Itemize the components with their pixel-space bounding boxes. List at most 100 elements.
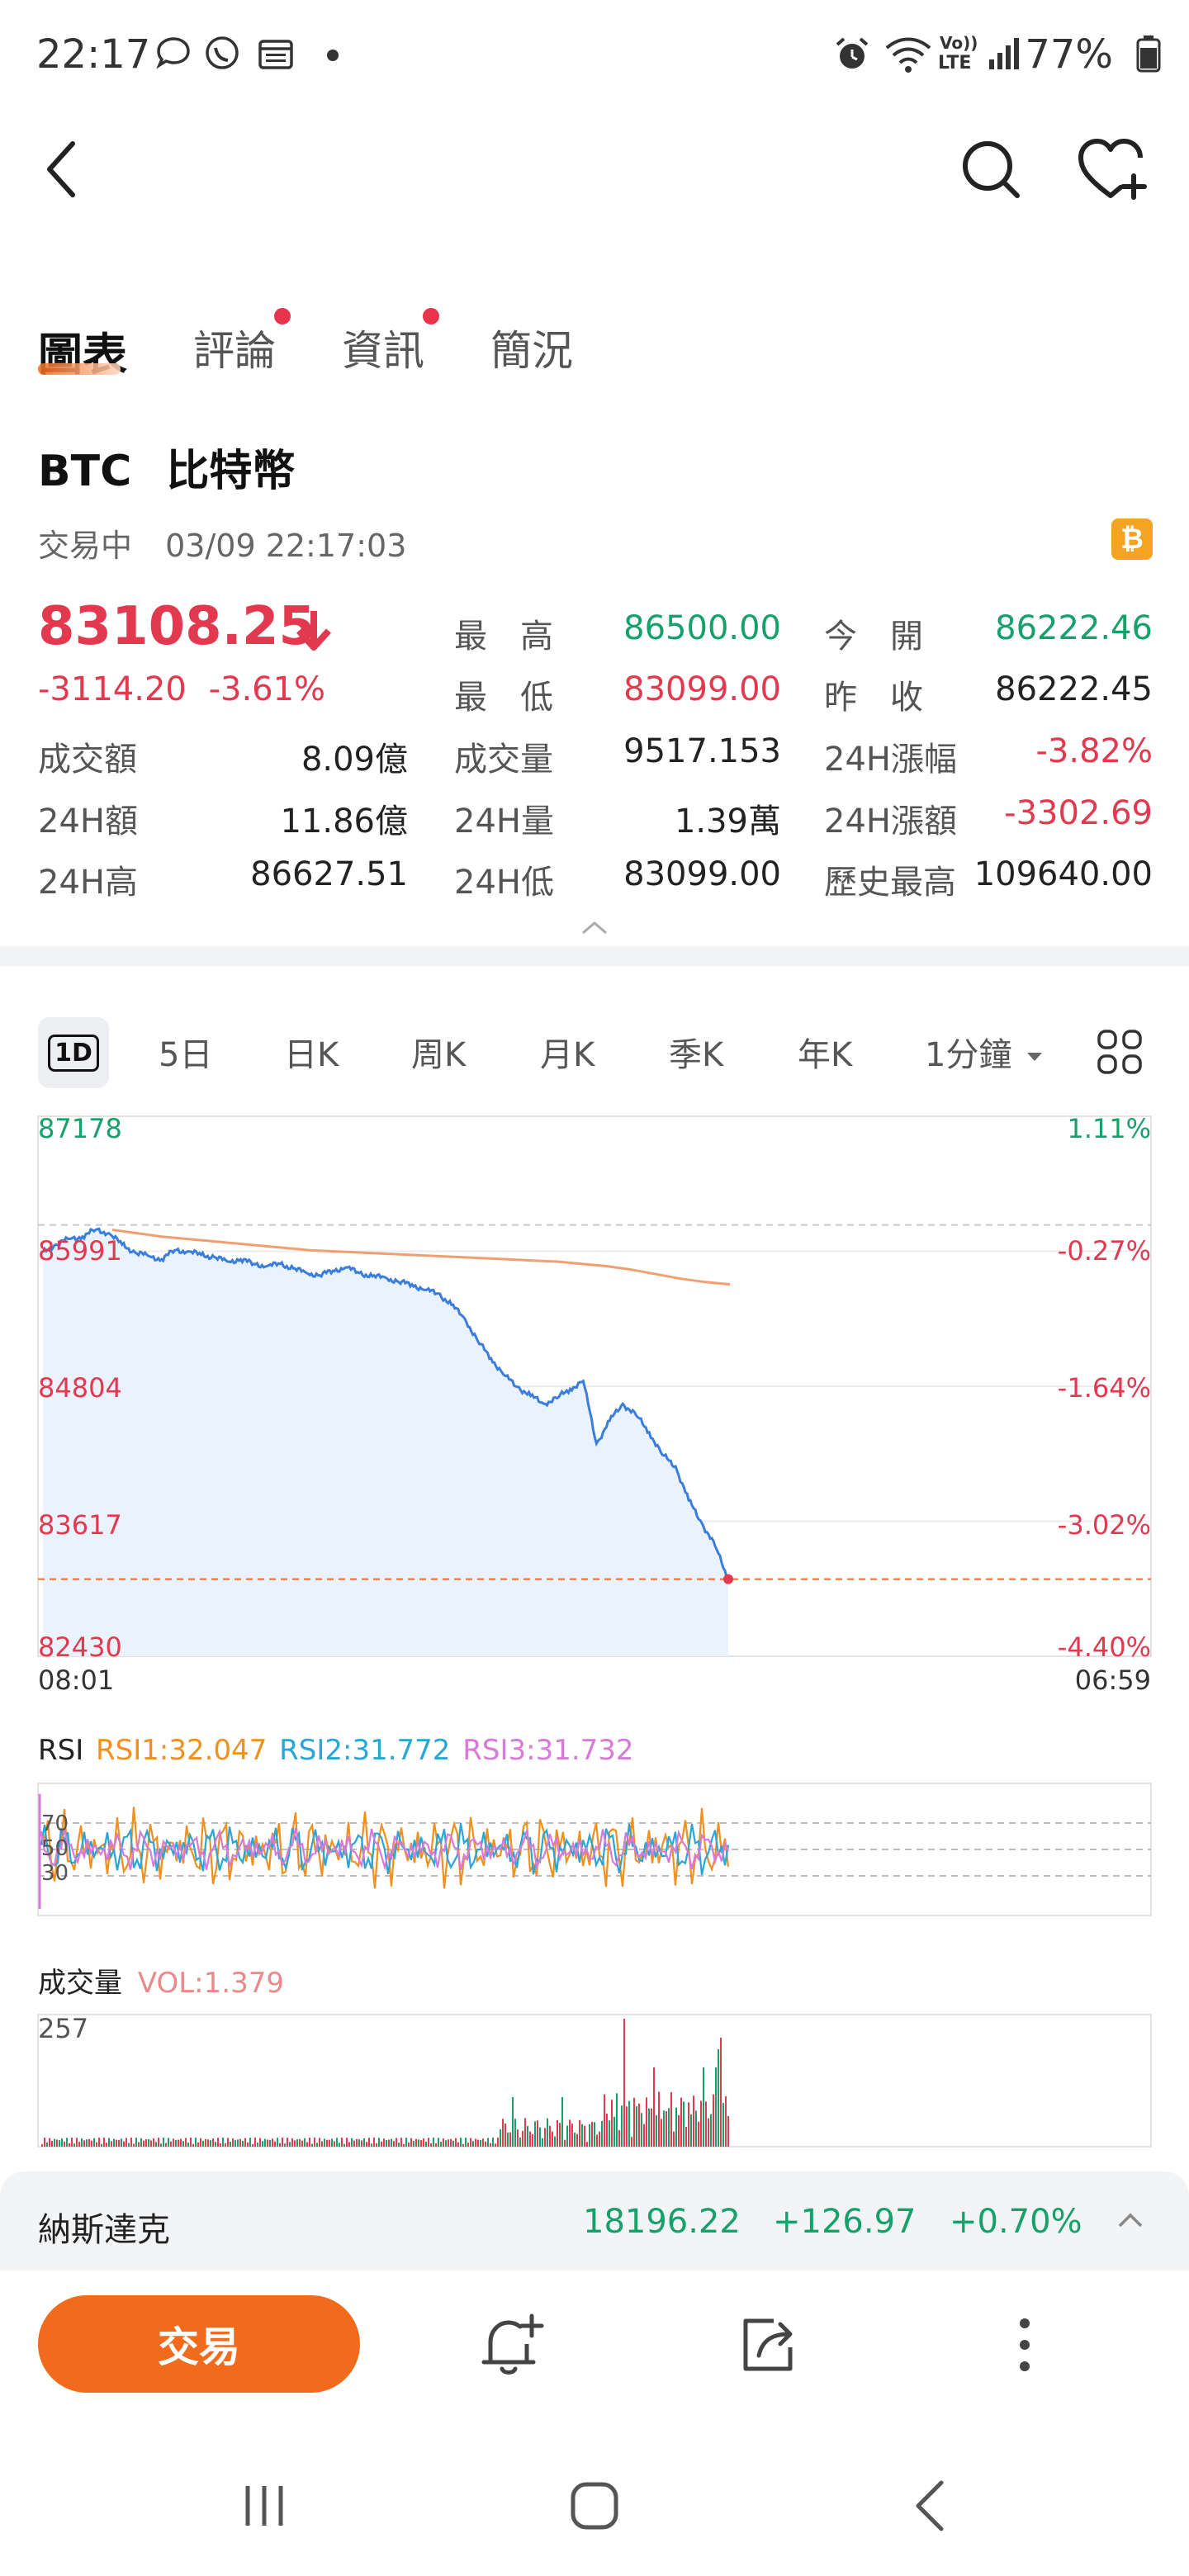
system-back-button[interactable]	[888, 2469, 971, 2543]
volume-bar	[232, 2138, 234, 2147]
period-quarterly[interactable]: 季K	[669, 1036, 724, 1074]
rsi-title: RSI	[38, 1734, 84, 1767]
tab-news[interactable]: 資訊	[342, 318, 424, 377]
system-recents-button[interactable]	[223, 2469, 306, 2543]
volume-bar	[279, 2143, 281, 2147]
back-button[interactable]	[25, 132, 99, 206]
volume-bar	[190, 2138, 192, 2147]
volume-bar	[343, 2143, 345, 2147]
volume-bar	[356, 2138, 358, 2147]
volume-bar	[46, 2142, 48, 2147]
volume-bar	[192, 2143, 194, 2147]
volume-bar	[393, 2141, 395, 2147]
volume-bar	[304, 2138, 306, 2147]
volume-bar	[396, 2138, 397, 2147]
volume-bar	[388, 2139, 390, 2147]
volume-chart[interactable]	[0, 2006, 1189, 2155]
volume-bar	[514, 2119, 516, 2147]
volume-bar	[425, 2141, 427, 2147]
price-chart[interactable]	[0, 1106, 1189, 1684]
volume-bar	[150, 2140, 152, 2147]
instrument-name: 比特幣	[166, 447, 296, 496]
y-tick-left-1: 85991	[38, 1235, 122, 1267]
stat-high-label: 最 高	[454, 618, 553, 656]
volume-bar	[708, 2118, 709, 2147]
stat-chgamt24-label: 24H漲額	[824, 803, 957, 841]
volume-bar	[227, 2138, 229, 2147]
caret-down-icon	[1027, 1053, 1043, 1061]
volume-bar	[346, 2138, 348, 2147]
volume-bar	[718, 2049, 719, 2147]
period-1d[interactable]: 1D	[38, 1017, 109, 1088]
volume-bar	[143, 2140, 144, 2147]
volume-bar	[331, 2138, 333, 2147]
volume-bar	[108, 2138, 110, 2147]
battery-icon	[1136, 35, 1161, 76]
period-daily[interactable]: 日K	[284, 1036, 339, 1074]
more-button[interactable]	[988, 2304, 1062, 2386]
rsi-line-1	[40, 1807, 730, 1889]
volume-bar	[138, 2142, 140, 2147]
volume-bar	[405, 2138, 407, 2147]
chart-settings-button[interactable]	[1095, 1027, 1144, 1077]
volume-bar	[373, 2138, 375, 2147]
volume-bar	[569, 2119, 571, 2147]
volume-bar	[148, 2139, 149, 2147]
stat-chg24-value: -3.82%	[1035, 732, 1153, 770]
volume-bar	[403, 2143, 405, 2147]
period-weekly[interactable]: 周K	[411, 1036, 467, 1074]
volume-bar	[262, 2141, 263, 2147]
tab-comments[interactable]: 評論	[193, 318, 276, 377]
volume-bar	[321, 2141, 323, 2147]
volume-bar	[539, 2127, 541, 2147]
collapse-stats-button[interactable]	[570, 913, 619, 941]
volume-bar	[220, 2143, 221, 2147]
trading-datetime: 03/09 22:17:03	[165, 528, 407, 564]
period-monthly[interactable]: 月K	[540, 1036, 595, 1074]
share-button[interactable]	[727, 2304, 809, 2386]
volume-bar	[450, 2138, 452, 2147]
tab-overview[interactable]: 簡況	[490, 318, 573, 377]
volume-bar	[683, 2101, 685, 2147]
volume-bar	[599, 2131, 600, 2147]
search-button[interactable]	[954, 132, 1028, 206]
period-minute-label: 1分鐘	[925, 1036, 1012, 1074]
volume-bar	[626, 2106, 628, 2147]
stat-chgamt24-value: -3302.69	[1004, 794, 1153, 832]
trade-button[interactable]: 交易	[38, 2295, 360, 2393]
instrument-symbol: BTC	[38, 447, 132, 496]
system-home-button[interactable]	[553, 2469, 636, 2543]
stat-low24-value: 83099.00	[623, 855, 781, 893]
last-price-dot	[723, 1574, 733, 1584]
rsi-chart[interactable]	[0, 1775, 1189, 1940]
period-yearly[interactable]: 年K	[798, 1036, 853, 1074]
period-minute-dropdown[interactable]: 1分鐘	[925, 1028, 1044, 1076]
volume-bar	[73, 2143, 75, 2147]
volume-bar	[653, 2067, 655, 2147]
calendar-icon	[258, 36, 294, 74]
stat-high-value: 86500.00	[623, 609, 781, 647]
ticker-expand-button[interactable]	[1116, 2208, 1144, 2236]
volume-bar	[123, 2141, 125, 2147]
volume-bar	[581, 2124, 583, 2147]
volume-bar	[646, 2097, 647, 2147]
volume-bar	[675, 2107, 677, 2147]
volume-bar	[301, 2140, 303, 2147]
volume-bar	[128, 2143, 130, 2147]
tab-news-badge	[423, 308, 439, 324]
volume-bar	[101, 2143, 102, 2147]
period-5d[interactable]: 5日	[159, 1036, 213, 1074]
add-watchlist-button[interactable]	[1073, 132, 1156, 206]
price-alert-button[interactable]	[471, 2304, 553, 2386]
volume-bar	[418, 2139, 419, 2147]
volume-bar	[668, 2108, 670, 2147]
home-icon	[571, 2482, 618, 2530]
volume-bar	[500, 2129, 501, 2147]
volume-bar	[274, 2141, 276, 2147]
stat-open-value: 86222.46	[995, 609, 1153, 647]
price-change: -3114.20 -3.61%	[38, 670, 325, 708]
volume-bar	[467, 2143, 469, 2147]
volume-bar	[61, 2138, 63, 2147]
index-ticker-bar[interactable]: 納斯達克 18196.22 +126.97 +0.70%	[0, 2171, 1189, 2271]
volume-bar	[537, 2120, 538, 2147]
